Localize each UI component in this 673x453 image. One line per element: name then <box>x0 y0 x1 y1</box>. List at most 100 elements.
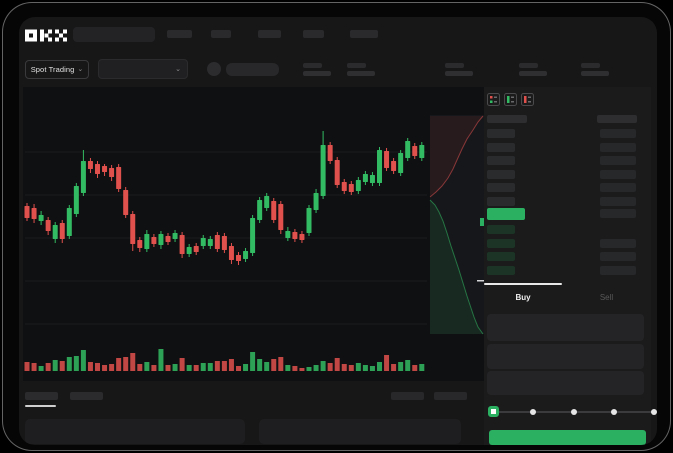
bottom-filter-1[interactable] <box>391 392 424 400</box>
order-price-field[interactable] <box>487 314 644 341</box>
candle-body <box>144 234 150 249</box>
slider-stop-25[interactable] <box>530 409 537 415</box>
account-avatar[interactable] <box>207 62 221 76</box>
account-balance-pill[interactable] <box>226 63 279 76</box>
order-amount-field[interactable] <box>487 344 644 369</box>
candle-body <box>278 204 284 230</box>
book-asks-icon-glyph <box>521 93 534 106</box>
bid-price-4[interactable] <box>487 266 515 275</box>
candle-body <box>24 206 30 218</box>
candle-body <box>193 246 199 252</box>
bottom-tab-1[interactable] <box>25 392 58 400</box>
book-asks-icon[interactable] <box>521 93 534 106</box>
volume-bar <box>228 359 234 371</box>
candle-body <box>341 182 347 191</box>
nav-item-5[interactable] <box>350 30 378 38</box>
candle-body <box>116 167 122 189</box>
volume-bar <box>95 363 100 371</box>
ticker-stat-value-5 <box>581 71 609 76</box>
slider-stop-100[interactable] <box>651 409 657 415</box>
volume-bar <box>38 366 44 371</box>
candle-body <box>369 175 375 183</box>
volume-bar <box>87 362 93 371</box>
orderbook-col-header-price <box>487 115 527 123</box>
volume-bar <box>355 363 361 371</box>
ask-price-3[interactable] <box>487 156 515 165</box>
candle-body <box>38 215 44 221</box>
tab-buy-label: Buy <box>515 292 531 302</box>
slider-handle[interactable] <box>487 406 499 417</box>
candle-body <box>377 150 382 183</box>
volume-bar <box>123 357 129 371</box>
orders-table-placeholder <box>25 419 245 444</box>
nav-item-1[interactable] <box>167 30 192 38</box>
last-price-highlight[interactable] <box>487 208 525 220</box>
book-bids-icon[interactable] <box>504 93 517 106</box>
nav-item-3[interactable] <box>258 30 281 38</box>
slider-stop-50[interactable] <box>570 409 577 415</box>
book-combined-icon[interactable] <box>487 93 500 106</box>
ticker-stat-label-3 <box>445 63 464 68</box>
tab-sell-label: Sell <box>599 292 614 302</box>
volume-bar <box>250 352 256 371</box>
volume-bar <box>137 364 143 371</box>
bottom-filter-2[interactable] <box>434 392 467 400</box>
ask-amount-6 <box>600 196 636 206</box>
bottom-tab-2[interactable] <box>70 392 103 400</box>
depth-panel <box>430 115 484 334</box>
volume-bar <box>306 367 312 371</box>
bid-price-1[interactable] <box>487 225 515 234</box>
tab-sell[interactable]: Sell <box>562 285 651 309</box>
volume-bar <box>369 366 375 371</box>
pair-selector-dropdown[interactable]: ⌄ <box>98 59 188 79</box>
candle-body <box>228 246 234 260</box>
submit-buy-button[interactable] <box>489 430 646 445</box>
candle-body <box>348 184 354 192</box>
ask-price-1[interactable] <box>487 129 515 138</box>
candle-body <box>384 151 390 168</box>
volume-bar <box>200 363 206 371</box>
candle-body <box>31 208 37 219</box>
volume-bar <box>264 362 270 371</box>
candle-body <box>391 161 397 171</box>
candle-body <box>200 238 206 246</box>
order-total-field[interactable] <box>487 371 644 395</box>
ticker-stat-label-2 <box>347 63 366 68</box>
ask-amount-4 <box>600 169 636 179</box>
ask-price-4[interactable] <box>487 169 515 179</box>
volume-bar <box>285 365 291 371</box>
global-search-input[interactable] <box>73 27 155 42</box>
candle-body <box>412 146 418 156</box>
candle-body <box>165 236 171 242</box>
volume-bar <box>362 365 368 371</box>
tab-buy[interactable]: Buy <box>484 285 562 309</box>
volume-bar <box>257 359 263 371</box>
ticker-stat-value-1 <box>303 71 331 76</box>
depth-last-price-marker <box>480 218 484 226</box>
volume-bar <box>419 364 425 371</box>
bid-price-3[interactable] <box>487 252 515 261</box>
ask-price-6[interactable] <box>487 196 515 206</box>
nav-item-4[interactable] <box>303 30 324 38</box>
volume-bar <box>348 365 354 371</box>
volume-bar <box>59 361 65 371</box>
price-chart[interactable] <box>23 87 484 381</box>
candle-body <box>214 235 220 249</box>
candle-body <box>52 225 58 239</box>
bid-price-2[interactable] <box>487 239 515 248</box>
volume-bar <box>271 359 277 371</box>
slider-stop-75[interactable] <box>610 409 617 415</box>
volume-bar <box>327 363 333 371</box>
ask-price-5[interactable] <box>487 183 515 192</box>
volume-bar <box>207 363 213 371</box>
volume-bar <box>313 365 319 371</box>
bid-amount-3 <box>600 266 636 275</box>
candle-body <box>158 234 164 245</box>
ask-price-2[interactable] <box>487 142 515 152</box>
okx-logo <box>25 29 67 42</box>
nav-item-2[interactable] <box>211 30 231 38</box>
candle-body <box>292 232 298 239</box>
candle-body <box>172 233 178 239</box>
market-type-selector[interactable]: Spot Trading ⌄ <box>25 60 89 79</box>
